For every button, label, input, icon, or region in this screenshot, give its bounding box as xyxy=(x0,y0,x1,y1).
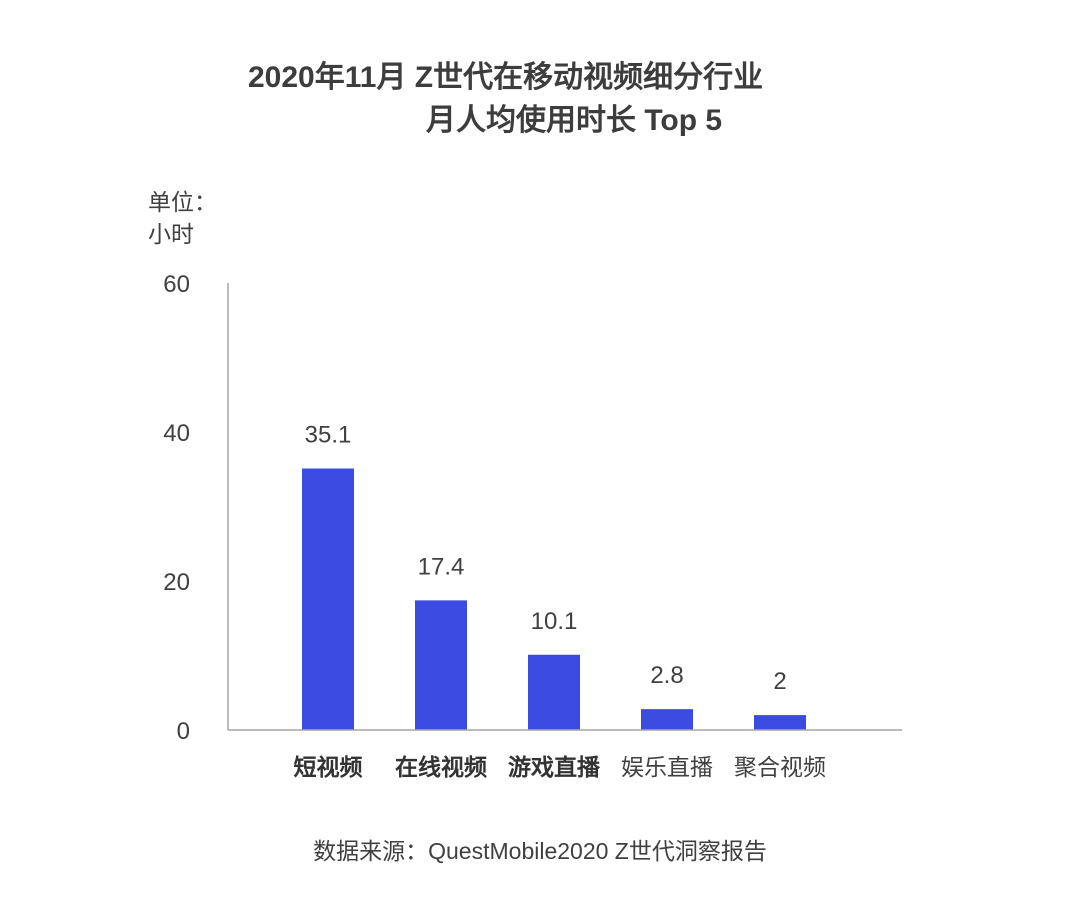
unit-label-line-2: 小时 xyxy=(148,221,194,247)
category-label: 游戏直播 xyxy=(508,754,601,780)
chart-title-line-1: 2020年11月 Z世代在移动视频细分行业 xyxy=(248,61,764,94)
bars xyxy=(302,468,806,730)
y-tick-label: 40 xyxy=(163,420,190,447)
chart-title-line-2: 月人均使用时长 Top 5 xyxy=(426,104,723,137)
category-label: 在线视频 xyxy=(395,754,487,780)
bar-value-label: 2.8 xyxy=(650,662,683,689)
unit-label-line-1: 单位： xyxy=(148,189,217,215)
y-tick-label: 60 xyxy=(163,271,190,298)
y-tick-label: 20 xyxy=(163,569,190,596)
bar-value-label: 17.4 xyxy=(418,553,465,580)
category-label: 聚合视频 xyxy=(734,754,826,780)
category-labels: 短视频 在线视频 游戏直播 娱乐直播 聚合视频 xyxy=(294,754,827,780)
bar xyxy=(415,600,467,730)
bar xyxy=(302,468,354,730)
bar xyxy=(641,709,693,730)
y-axis-ticks: 0 20 40 60 xyxy=(163,271,190,745)
bar-value-label: 10.1 xyxy=(531,608,578,635)
bar xyxy=(754,715,806,730)
data-labels: 35.1 17.4 10.1 2.8 2 xyxy=(305,422,787,696)
bar-value-label: 2 xyxy=(773,668,786,695)
category-label: 短视频 xyxy=(294,754,363,780)
y-tick-label: 0 xyxy=(177,718,190,745)
category-label: 娱乐直播 xyxy=(621,754,713,780)
data-source-note: 数据来源：QuestMobile2020 Z世代洞察报告 xyxy=(313,838,767,864)
bar-value-label: 35.1 xyxy=(305,422,352,449)
bar xyxy=(528,654,580,730)
